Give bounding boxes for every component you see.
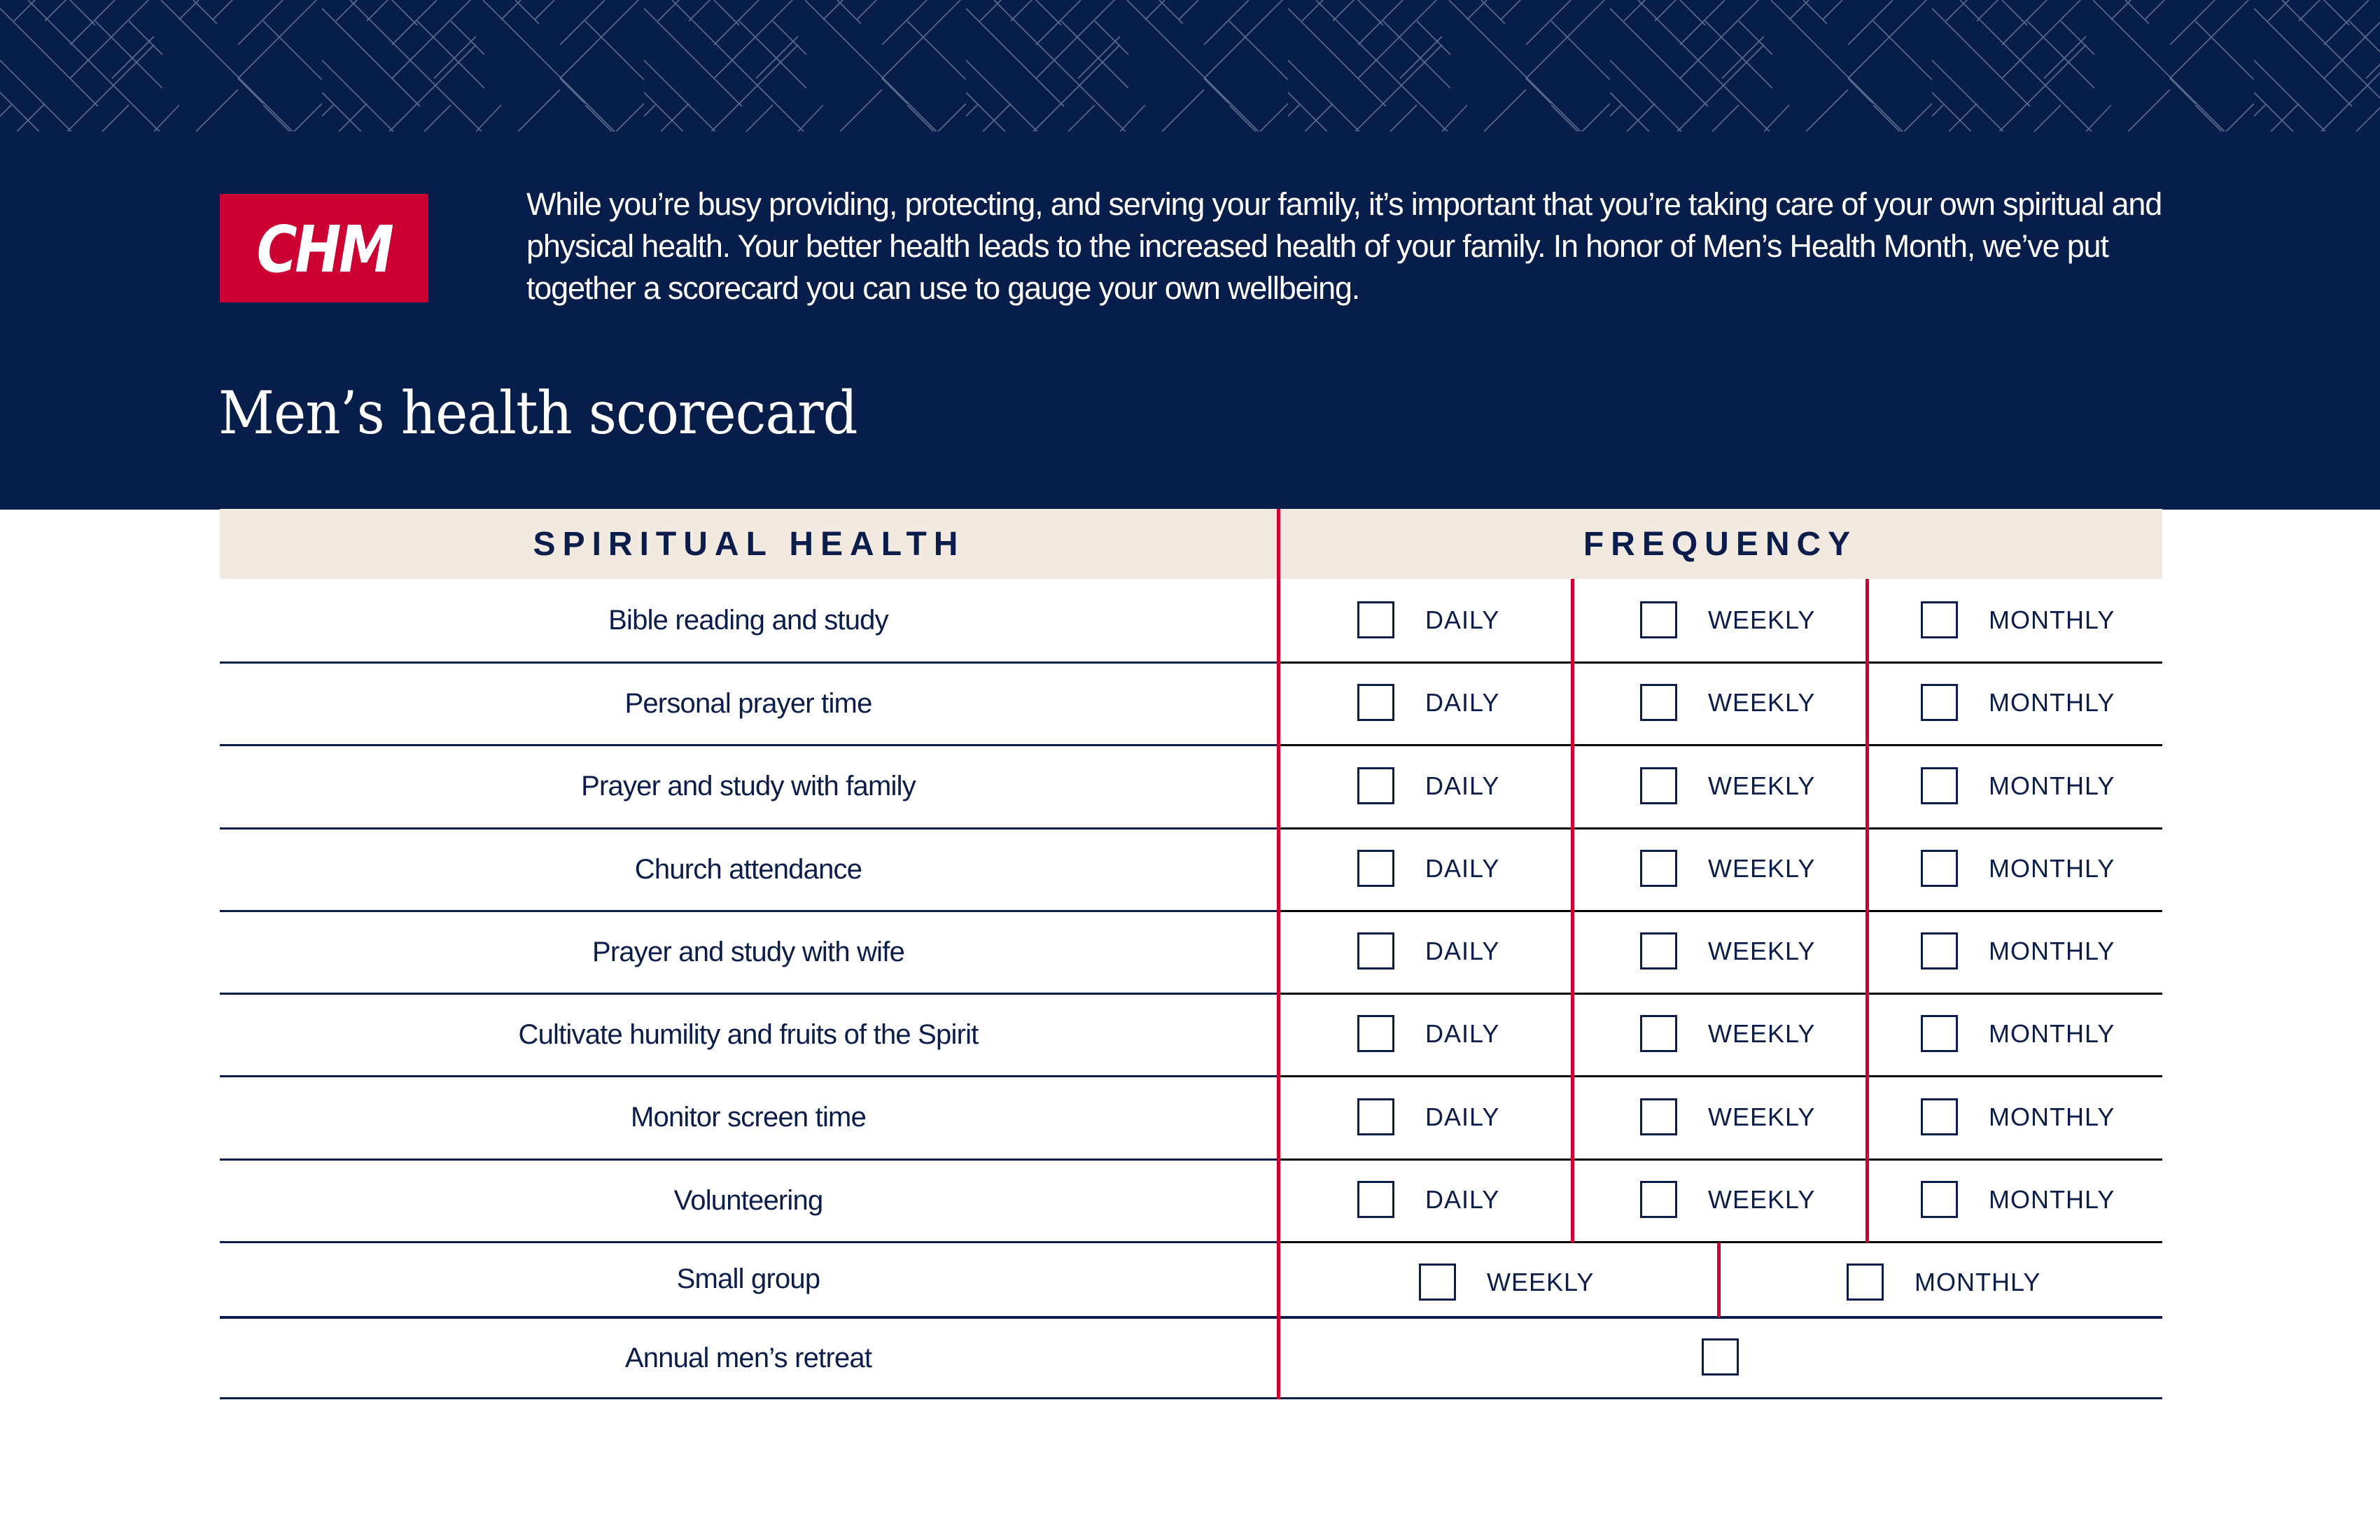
row-label: Monitor screen time — [630, 1102, 867, 1133]
row-label: Cultivate humility and fruits of the Spi… — [518, 1018, 979, 1050]
row-divider — [220, 827, 1278, 830]
row-divider — [220, 1316, 2162, 1319]
row-label: Volunteering — [673, 1184, 824, 1216]
option-monthly[interactable]: MONTHLY — [1921, 1098, 2115, 1135]
option-monthly[interactable]: MONTHLY — [1921, 601, 2115, 638]
row-divider — [220, 1075, 1278, 1077]
checkbox-monthly[interactable] — [1921, 601, 1958, 638]
column-divider — [1571, 579, 1574, 1242]
row-divider — [220, 910, 1278, 912]
checkbox-daily[interactable] — [1357, 1098, 1394, 1135]
row-divider — [1278, 1158, 2162, 1161]
option-monthly[interactable]: MONTHLY — [1921, 932, 2115, 969]
row-label: Personal prayer time — [624, 687, 872, 719]
checkbox-daily[interactable] — [1357, 767, 1394, 804]
row-divider — [220, 1158, 1278, 1161]
row-divider — [220, 662, 1278, 664]
option-weekly[interactable]: WEEKLY — [1640, 932, 1815, 969]
checkbox-daily[interactable] — [1357, 601, 1394, 638]
page-title: Men’s health scorecard — [218, 379, 858, 447]
column-divider — [1865, 579, 1869, 1242]
scorecard-table: SPIRITUAL HEALTH FREQUENCY Bible reading… — [220, 509, 2162, 1399]
lattice-pattern — [0, 0, 2380, 132]
header-frequency: FREQUENCY — [1583, 525, 1858, 563]
row-label: Prayer and study with wife — [592, 936, 905, 967]
option-monthly[interactable]: MONTHLY — [1921, 850, 2115, 887]
option-daily[interactable]: DAILY — [1357, 767, 1499, 804]
option-daily[interactable]: DAILY — [1357, 850, 1499, 887]
row-divider — [1278, 662, 2162, 664]
header-spiritual-health: SPIRITUAL HEALTH — [533, 525, 965, 563]
option-weekly[interactable]: WEEKLY — [1640, 1015, 1815, 1052]
row-label: Annual men’s retreat — [624, 1342, 872, 1373]
option-weekly[interactable]: WEEKLY — [1640, 601, 1815, 638]
row-label: Small group — [676, 1264, 820, 1294]
option-weekly[interactable]: WEEKLY — [1640, 684, 1815, 721]
row-divider — [220, 1241, 1278, 1243]
column-divider — [1717, 1242, 1721, 1317]
checkbox-monthly[interactable] — [1847, 1264, 1884, 1301]
row-divider — [1278, 910, 2162, 912]
intro-paragraph: While you’re busy providing, protecting,… — [526, 186, 2162, 306]
checkbox-monthly[interactable] — [1921, 1015, 1958, 1052]
row-divider — [220, 993, 1278, 995]
row-label: Church attendance — [634, 853, 862, 885]
row-divider — [1278, 1075, 2162, 1077]
option-monthly[interactable]: MONTHLY — [1847, 1264, 2040, 1301]
option-monthly[interactable]: MONTHLY — [1921, 1181, 2115, 1218]
option-weekly[interactable]: WEEKLY — [1640, 767, 1815, 804]
option-daily[interactable]: DAILY — [1357, 1181, 1499, 1218]
row-label: Prayer and study with family — [581, 771, 916, 802]
checkbox-weekly[interactable] — [1640, 1098, 1677, 1135]
checkbox-weekly[interactable] — [1640, 1181, 1677, 1218]
checkbox-monthly[interactable] — [1921, 1098, 1958, 1135]
checkbox-annual[interactable] — [1702, 1338, 1739, 1376]
table-header: SPIRITUAL HEALTH FREQUENCY — [220, 509, 2162, 579]
header-band: CHM While you’re busy providing, protect… — [0, 0, 2380, 510]
checkbox-daily[interactable] — [1357, 684, 1394, 721]
column-divider — [1277, 509, 1280, 1399]
row-divider — [1278, 993, 2162, 995]
option-weekly[interactable]: WEEKLY — [1640, 850, 1815, 887]
chm-logo: CHM — [220, 194, 428, 302]
option-weekly[interactable]: WEEKLY — [1640, 1098, 1815, 1135]
row-divider — [220, 744, 1278, 746]
checkbox-daily[interactable] — [1357, 1015, 1394, 1052]
checkbox-daily[interactable] — [1357, 932, 1394, 969]
row-divider — [1278, 827, 2162, 830]
checkbox-daily[interactable] — [1357, 850, 1394, 887]
checkbox-monthly[interactable] — [1921, 684, 1958, 721]
option-weekly[interactable]: WEEKLY — [1640, 1181, 1815, 1218]
option-daily[interactable]: DAILY — [1357, 601, 1499, 638]
option-daily[interactable]: DAILY — [1357, 1015, 1499, 1052]
checkbox-monthly[interactable] — [1921, 1181, 1958, 1218]
checkbox-daily[interactable] — [1357, 1181, 1394, 1218]
checkbox-monthly[interactable] — [1921, 932, 1958, 969]
checkbox-weekly[interactable] — [1640, 1015, 1677, 1052]
row-label: Bible reading and study — [608, 604, 888, 636]
option-daily[interactable]: DAILY — [1357, 684, 1499, 721]
option-daily[interactable]: DAILY — [1357, 1098, 1499, 1135]
checkbox-weekly[interactable] — [1640, 932, 1677, 969]
option-monthly[interactable]: MONTHLY — [1921, 1015, 2115, 1052]
checkbox-weekly[interactable] — [1640, 684, 1677, 721]
checkbox-weekly[interactable] — [1419, 1264, 1456, 1301]
option-weekly[interactable]: WEEKLY — [1419, 1264, 1594, 1301]
option-monthly[interactable]: MONTHLY — [1921, 767, 2115, 804]
option-daily[interactable]: DAILY — [1357, 932, 1499, 969]
checkbox-weekly[interactable] — [1640, 767, 1677, 804]
option-monthly[interactable]: MONTHLY — [1921, 684, 2115, 721]
logo-text: CHM — [256, 211, 394, 287]
checkbox-weekly[interactable] — [1640, 601, 1677, 638]
row-divider — [1278, 744, 2162, 746]
checkbox-monthly[interactable] — [1921, 850, 1958, 887]
row-divider — [1278, 1241, 2162, 1243]
checkbox-monthly[interactable] — [1921, 767, 1958, 804]
checkbox-weekly[interactable] — [1640, 850, 1677, 887]
option-annual[interactable] — [1702, 1338, 1739, 1376]
row-divider — [220, 1397, 2162, 1399]
